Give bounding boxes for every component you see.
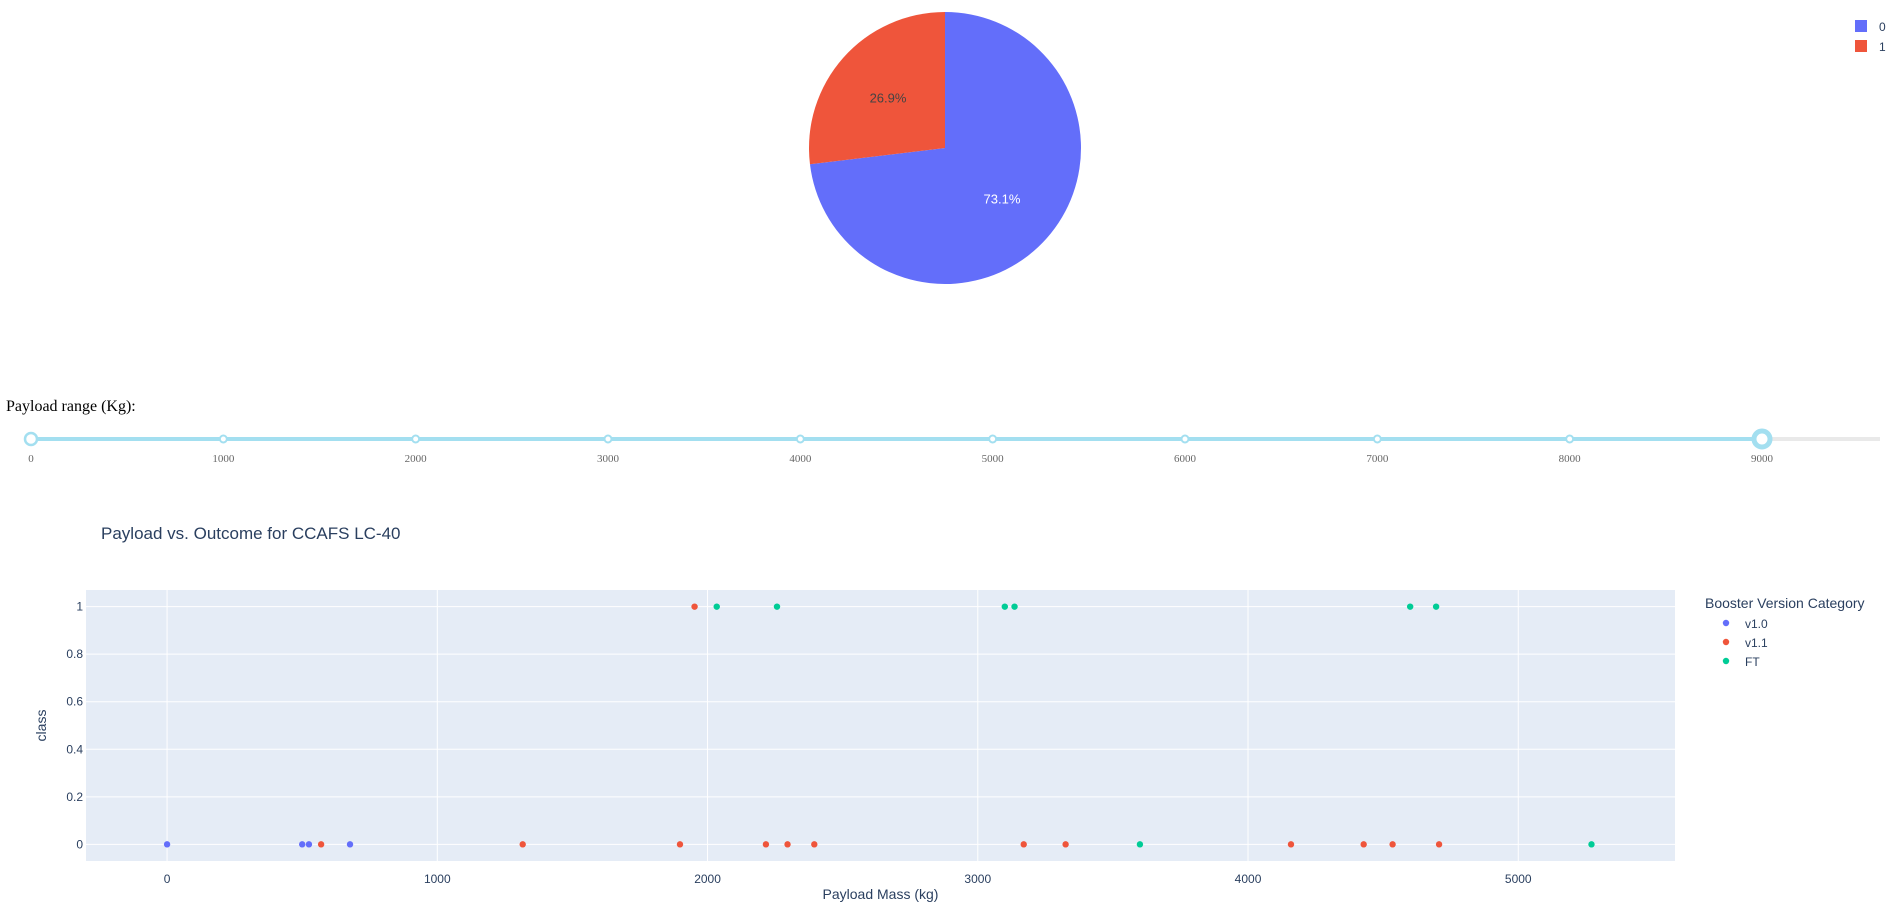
scatter-title: Payload vs. Outcome for CCAFS LC-40	[101, 524, 401, 543]
pie-legend: 01	[1855, 20, 1886, 54]
y-tick-0.4: 0.4	[66, 742, 83, 756]
slider-dot-5000[interactable]	[989, 436, 996, 443]
point-v1.1[interactable]	[1360, 841, 1366, 847]
legend-title: Booster Version Category	[1705, 595, 1865, 611]
point-v1.0[interactable]	[164, 841, 170, 847]
pie-slices	[809, 12, 1081, 284]
slider-handle-max[interactable]	[1754, 431, 1770, 447]
legend-marker-FT[interactable]	[1723, 658, 1729, 664]
point-v1.0[interactable]	[347, 841, 353, 847]
scatter-plot-area	[86, 590, 1675, 861]
payload-range-slider[interactable]: 0 1000 2000 3000 4000 5000 6000 7000 8000 9000	[0, 420, 1898, 465]
y-tick-0.8: 0.8	[66, 647, 83, 661]
point-FT[interactable]	[1588, 841, 1594, 847]
pie-legend-swatch-1[interactable]	[1855, 40, 1867, 52]
pie-chart: 73.1%26.9% 01	[0, 0, 1898, 300]
slider-mark-7000: 7000	[1366, 453, 1389, 465]
legend-label-FT[interactable]: FT	[1745, 655, 1760, 669]
x-tick-5000: 5000	[1505, 872, 1532, 886]
pie-legend-label-0: 0	[1879, 20, 1886, 34]
plot-background	[86, 590, 1675, 861]
point-FT[interactable]	[1433, 603, 1439, 609]
point-FT[interactable]	[714, 603, 720, 609]
point-FT[interactable]	[1407, 603, 1413, 609]
pie-legend-swatch-0[interactable]	[1855, 20, 1867, 32]
x-tick-3000: 3000	[964, 872, 991, 886]
point-v1.1[interactable]	[318, 841, 324, 847]
x-tick-1000: 1000	[424, 872, 451, 886]
point-v1.1[interactable]	[1288, 841, 1294, 847]
slider-dot-2000[interactable]	[412, 436, 419, 443]
point-v1.0[interactable]	[306, 841, 312, 847]
slider-dot-8000[interactable]	[1566, 436, 1573, 443]
legend-label-v1.0[interactable]: v1.0	[1745, 617, 1768, 631]
point-v1.1[interactable]	[1436, 841, 1442, 847]
slider-mark-4000: 4000	[789, 453, 812, 465]
point-v1.1[interactable]	[691, 603, 697, 609]
slider-mark-1000: 1000	[212, 453, 235, 465]
slider-handle-min[interactable]	[25, 433, 37, 445]
legend-marker-v1.0[interactable]	[1723, 620, 1729, 626]
pie-slice-1[interactable]	[809, 12, 945, 164]
y-tick-1: 1	[76, 600, 83, 614]
point-v1.1[interactable]	[811, 841, 817, 847]
point-v1.0[interactable]	[299, 841, 305, 847]
slider-mark-6000: 6000	[1174, 453, 1197, 465]
slider-mark-2000: 2000	[405, 453, 428, 465]
slider-dot-4000[interactable]	[797, 436, 804, 443]
y-tick-0: 0	[76, 837, 83, 851]
point-v1.1[interactable]	[1021, 841, 1027, 847]
pie-legend-label-1: 1	[1879, 40, 1886, 54]
y-tick-0.2: 0.2	[66, 790, 83, 804]
scatter-chart: Payload vs. Outcome for CCAFS LC-40 0 100…	[0, 510, 1898, 905]
y-axis-title: class	[33, 710, 49, 742]
point-FT[interactable]	[1011, 603, 1017, 609]
point-FT[interactable]	[1137, 841, 1143, 847]
slider-mark-8000: 8000	[1559, 453, 1582, 465]
point-v1.1[interactable]	[763, 841, 769, 847]
slider-mark-3000: 3000	[597, 453, 620, 465]
point-FT[interactable]	[774, 603, 780, 609]
slider-dot-6000[interactable]	[1182, 436, 1189, 443]
slider-dot-3000[interactable]	[605, 436, 612, 443]
scatter-legend: Booster Version Category v1.0 v1.1 FT	[1705, 595, 1865, 669]
pie-label-1: 26.9%	[870, 90, 907, 105]
slider-dot-1000[interactable]	[220, 436, 227, 443]
point-v1.1[interactable]	[1062, 841, 1068, 847]
point-v1.1[interactable]	[677, 841, 683, 847]
point-FT[interactable]	[1002, 603, 1008, 609]
point-v1.1[interactable]	[520, 841, 526, 847]
x-axis-title: Payload Mass (kg)	[823, 886, 939, 902]
payload-range-label: Payload range (Kg):	[6, 398, 136, 416]
x-tick-4000: 4000	[1235, 872, 1262, 886]
point-v1.1[interactable]	[1389, 841, 1395, 847]
legend-marker-v1.1[interactable]	[1723, 639, 1729, 645]
x-tick-2000: 2000	[694, 872, 721, 886]
x-tick-0: 0	[164, 872, 171, 886]
y-tick-0.6: 0.6	[66, 695, 83, 709]
pie-label-0: 73.1%	[984, 192, 1021, 207]
slider-mark-5000: 5000	[982, 453, 1005, 465]
slider-mark-9000: 9000	[1751, 453, 1774, 465]
legend-label-v1.1[interactable]: v1.1	[1745, 636, 1768, 650]
point-v1.1[interactable]	[784, 841, 790, 847]
slider-mark-0: 0	[28, 453, 34, 465]
slider-dot-7000[interactable]	[1374, 436, 1381, 443]
